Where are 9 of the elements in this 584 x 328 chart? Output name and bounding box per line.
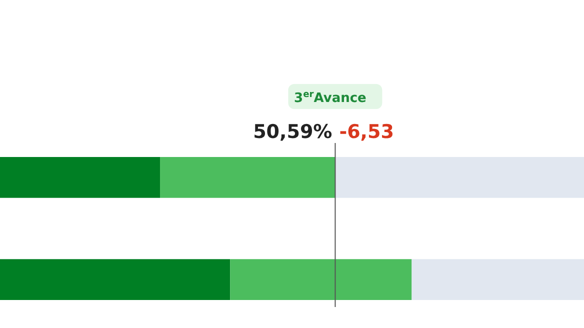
annotation: 50,59%	[253, 121, 332, 143]
bar	[230, 259, 412, 300]
bar	[160, 157, 336, 198]
bar	[412, 259, 584, 300]
annotation: -6,53	[339, 121, 394, 143]
bar	[335, 157, 584, 198]
bar	[0, 157, 160, 198]
text: 3$^{er}$Avance	[294, 90, 367, 106]
bar	[0, 259, 230, 300]
